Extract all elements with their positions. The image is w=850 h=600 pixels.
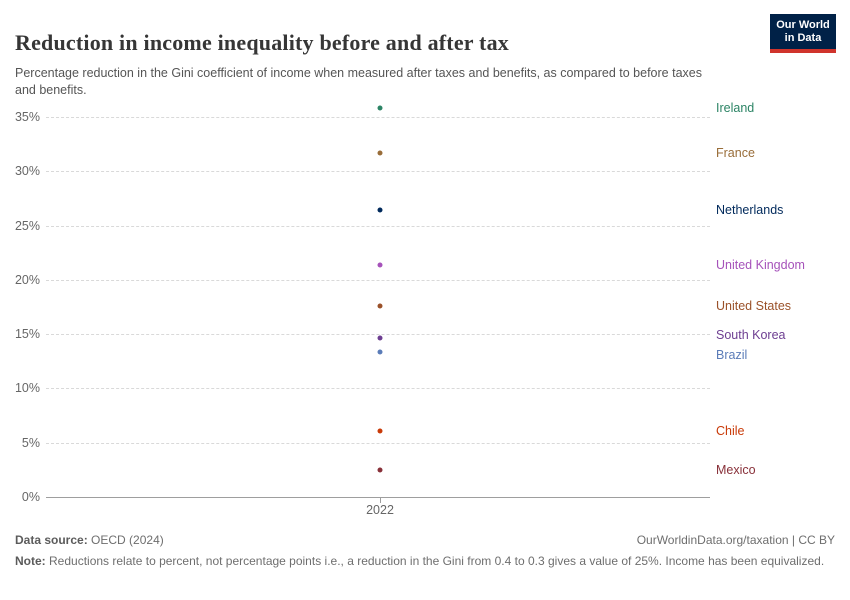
footer-note-value: Reductions relate to percent, not percen… — [49, 554, 825, 568]
y-axis-tick-label-10: 10% — [14, 381, 40, 396]
gridline-30 — [46, 171, 710, 173]
y-axis-tick-label-25: 25% — [14, 218, 40, 233]
footer-note-label: Note: — [15, 554, 46, 568]
y-axis-tick-label-5: 5% — [21, 435, 40, 450]
y-axis-tick-label-0: 0% — [21, 490, 40, 504]
gridline-10 — [46, 388, 710, 390]
y-axis-tick-label-15: 15% — [14, 327, 40, 342]
data-source: Data source: OECD (2024) — [15, 533, 164, 547]
x-axis-baseline — [46, 497, 710, 498]
data-source-label: Data source: — [15, 533, 88, 547]
owid-logo-line1: Our World — [776, 19, 830, 31]
chart-subtitle: Percentage reduction in the Gini coeffic… — [15, 65, 702, 97]
data-source-value: OECD (2024) — [91, 533, 164, 547]
footer-note: Note: Reductions relate to percent, not … — [15, 554, 835, 568]
y-axis-tick-label-35: 35% — [14, 110, 40, 124]
y-axis-tick-label-20: 20% — [14, 272, 40, 287]
x-axis-tick — [380, 497, 381, 503]
gridline-20 — [46, 279, 710, 281]
data-point-south-korea[interactable] — [377, 335, 383, 341]
gridline-15 — [46, 334, 710, 336]
series-label-chile[interactable]: Chile — [716, 423, 745, 438]
data-point-netherlands[interactable] — [377, 207, 383, 213]
series-label-france[interactable]: France — [716, 145, 755, 160]
series-label-united-kingdom[interactable]: United Kingdom — [716, 257, 805, 272]
series-label-mexico[interactable]: Mexico — [716, 462, 756, 477]
data-point-mexico[interactable] — [377, 467, 383, 473]
gridline-25 — [46, 225, 710, 227]
data-point-brazil[interactable] — [377, 349, 383, 355]
data-point-chile[interactable] — [377, 428, 383, 434]
chart-area: 0% 5% 10% 15% 20% 25% 30% 35% 2022 Ireland France N… — [14, 101, 805, 517]
data-point-france[interactable] — [377, 150, 383, 156]
series-label-ireland[interactable]: Ireland — [716, 101, 755, 116]
owid-logo-line2: in Data — [784, 32, 822, 44]
gridline-35 — [46, 117, 710, 118]
data-point-united-kingdom[interactable] — [377, 262, 383, 268]
series-label-netherlands[interactable]: Netherlands — [716, 203, 784, 218]
gridline-5 — [46, 442, 710, 444]
series-label-united-states[interactable]: United States — [716, 298, 792, 313]
series-label-south-korea[interactable]: South Korea — [716, 328, 786, 343]
owid-logo[interactable]: Our World in Data — [770, 14, 836, 53]
page-title: Reduction in income inequality before an… — [15, 29, 509, 55]
y-axis-tick-label-30: 30% — [14, 164, 40, 179]
x-axis-tick-label: 2022 — [366, 503, 394, 517]
series-label-brazil[interactable]: Brazil — [716, 347, 748, 362]
data-point-united-states[interactable] — [377, 303, 383, 309]
footer-source-row: Data source: OECD (2024) OurWorldinData.… — [15, 533, 835, 547]
credit-link[interactable]: OurWorldinData.org/taxation | CC BY — [636, 533, 835, 547]
data-point-ireland[interactable] — [377, 105, 383, 111]
